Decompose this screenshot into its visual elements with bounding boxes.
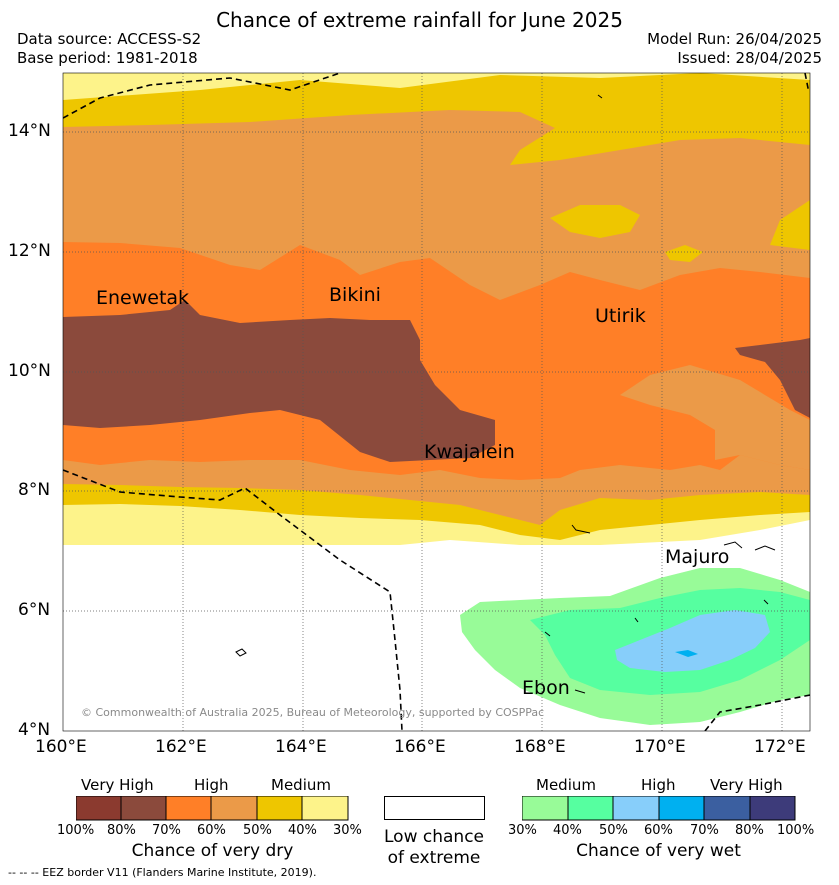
- lon-label: 172°E: [754, 737, 806, 757]
- wet-swatch-40-50: [567, 796, 614, 821]
- lon-label: 168°E: [514, 737, 566, 757]
- wet-tick: 60%: [644, 823, 673, 838]
- wet-legend-title: Chance of very wet: [576, 841, 741, 861]
- dry-70-80-patch-east: [735, 338, 810, 418]
- map-fill-layer: [63, 73, 810, 731]
- lat-label: 6°N: [18, 600, 51, 620]
- dry-swatch-50-40: [256, 796, 303, 821]
- lat-label: 12°N: [8, 241, 51, 261]
- dry-70-80-zone: [63, 300, 495, 462]
- islands: [235, 94, 776, 694]
- header-left: Data source: ACCESS-S2 Base period: 1981…: [17, 30, 201, 68]
- dry-header-high: High: [194, 776, 229, 794]
- dry-40-50-patch-2: [665, 245, 703, 262]
- lon-label: 170°E: [634, 737, 686, 757]
- dry-tick: 50%: [243, 823, 272, 838]
- low-chance-line-2: of extreme: [387, 848, 481, 868]
- copyright-notice: © Commonwealth of Australia 2025, Bureau…: [81, 706, 545, 719]
- eez-footnote: -- -- -- EEZ border V11 (Flanders Marine…: [8, 866, 317, 879]
- place-label-enewetak: Enewetak: [96, 287, 190, 309]
- dry-50-60-patch: [620, 365, 810, 470]
- low-chance-label: Low chance of extreme: [374, 827, 494, 869]
- lat-label: 14°N: [8, 121, 51, 141]
- dry-header-medium: Medium: [271, 776, 331, 794]
- dry-swatch-80-70: [120, 796, 167, 821]
- wet-60-70-zone: [675, 650, 698, 657]
- dry-tick: 80%: [107, 823, 136, 838]
- wet-swatch-70-80: [703, 796, 751, 821]
- lon-label: 164°E: [275, 737, 327, 757]
- lon-label: 166°E: [394, 737, 446, 757]
- wet-tick: 30%: [508, 823, 537, 838]
- dry-tick: 100%: [57, 823, 95, 838]
- wet-header-medium: Medium: [536, 776, 596, 794]
- place-label-bikini: Bikini: [329, 284, 381, 306]
- place-label-majuro: Majuro: [665, 546, 730, 568]
- place-label-utirik: Utirik: [595, 305, 646, 327]
- wet-tick: 100%: [777, 823, 815, 838]
- wet-swatch-50-60: [612, 796, 660, 821]
- wet-tick: 50%: [599, 823, 628, 838]
- dry-swatch-100-80: [76, 796, 122, 821]
- wet-swatch-60-70: [658, 796, 705, 821]
- data-source: Data source: ACCESS-S2: [17, 30, 202, 48]
- dry-tick: 30%: [333, 823, 362, 838]
- low-chance-line-1: Low chance: [384, 827, 484, 847]
- wet-swatch-30-40: [522, 796, 569, 821]
- dry-swatch-40-30: [301, 796, 349, 821]
- wet-tick: 80%: [735, 823, 764, 838]
- lon-label: 160°E: [35, 737, 87, 757]
- dry-40-50-patch-3: [622, 88, 650, 104]
- dry-legend-title: Chance of very dry: [131, 841, 294, 861]
- dry-tick: 40%: [288, 823, 317, 838]
- wet-colorbar: [522, 796, 796, 821]
- dry-40-50-patch-1: [550, 205, 640, 238]
- lat-label: 8°N: [18, 480, 51, 500]
- map-frame: [62, 72, 811, 732]
- base-period: Base period: 1981-2018: [17, 49, 198, 67]
- eez-border: [63, 73, 810, 731]
- dry-swatch-70-60: [165, 796, 212, 821]
- map-title: Chance of extreme rainfall for June 2025: [216, 8, 623, 32]
- dry-swatch-60-50: [210, 796, 258, 821]
- dry-header-very-high: Very High: [81, 776, 154, 794]
- lat-label: 10°N: [8, 361, 51, 381]
- lon-label: 162°E: [155, 737, 207, 757]
- place-label-ebon: Ebon: [522, 677, 570, 699]
- dry-colorbar: [76, 796, 349, 821]
- wet-tick: 70%: [690, 823, 719, 838]
- dry-60-70-zone: [63, 242, 810, 480]
- header-right: Model Run: 26/04/2025 Issued: 28/04/2025: [647, 30, 822, 68]
- model-run: Model Run: 26/04/2025: [647, 30, 822, 48]
- wet-tick: 40%: [553, 823, 582, 838]
- issued-date: Issued: 28/04/2025: [677, 49, 822, 67]
- wet-50-60-zone: [615, 610, 770, 672]
- place-label-kwajalein: Kwajalein: [424, 441, 515, 463]
- dry-tick: 70%: [152, 823, 181, 838]
- wet-header-high: High: [641, 776, 676, 794]
- lat-label: 4°N: [18, 720, 51, 740]
- low-chance-swatch: [384, 796, 485, 820]
- dry-tick: 60%: [197, 823, 226, 838]
- wet-swatch-80-100: [749, 796, 796, 821]
- wet-header-very-high: Very High: [710, 776, 783, 794]
